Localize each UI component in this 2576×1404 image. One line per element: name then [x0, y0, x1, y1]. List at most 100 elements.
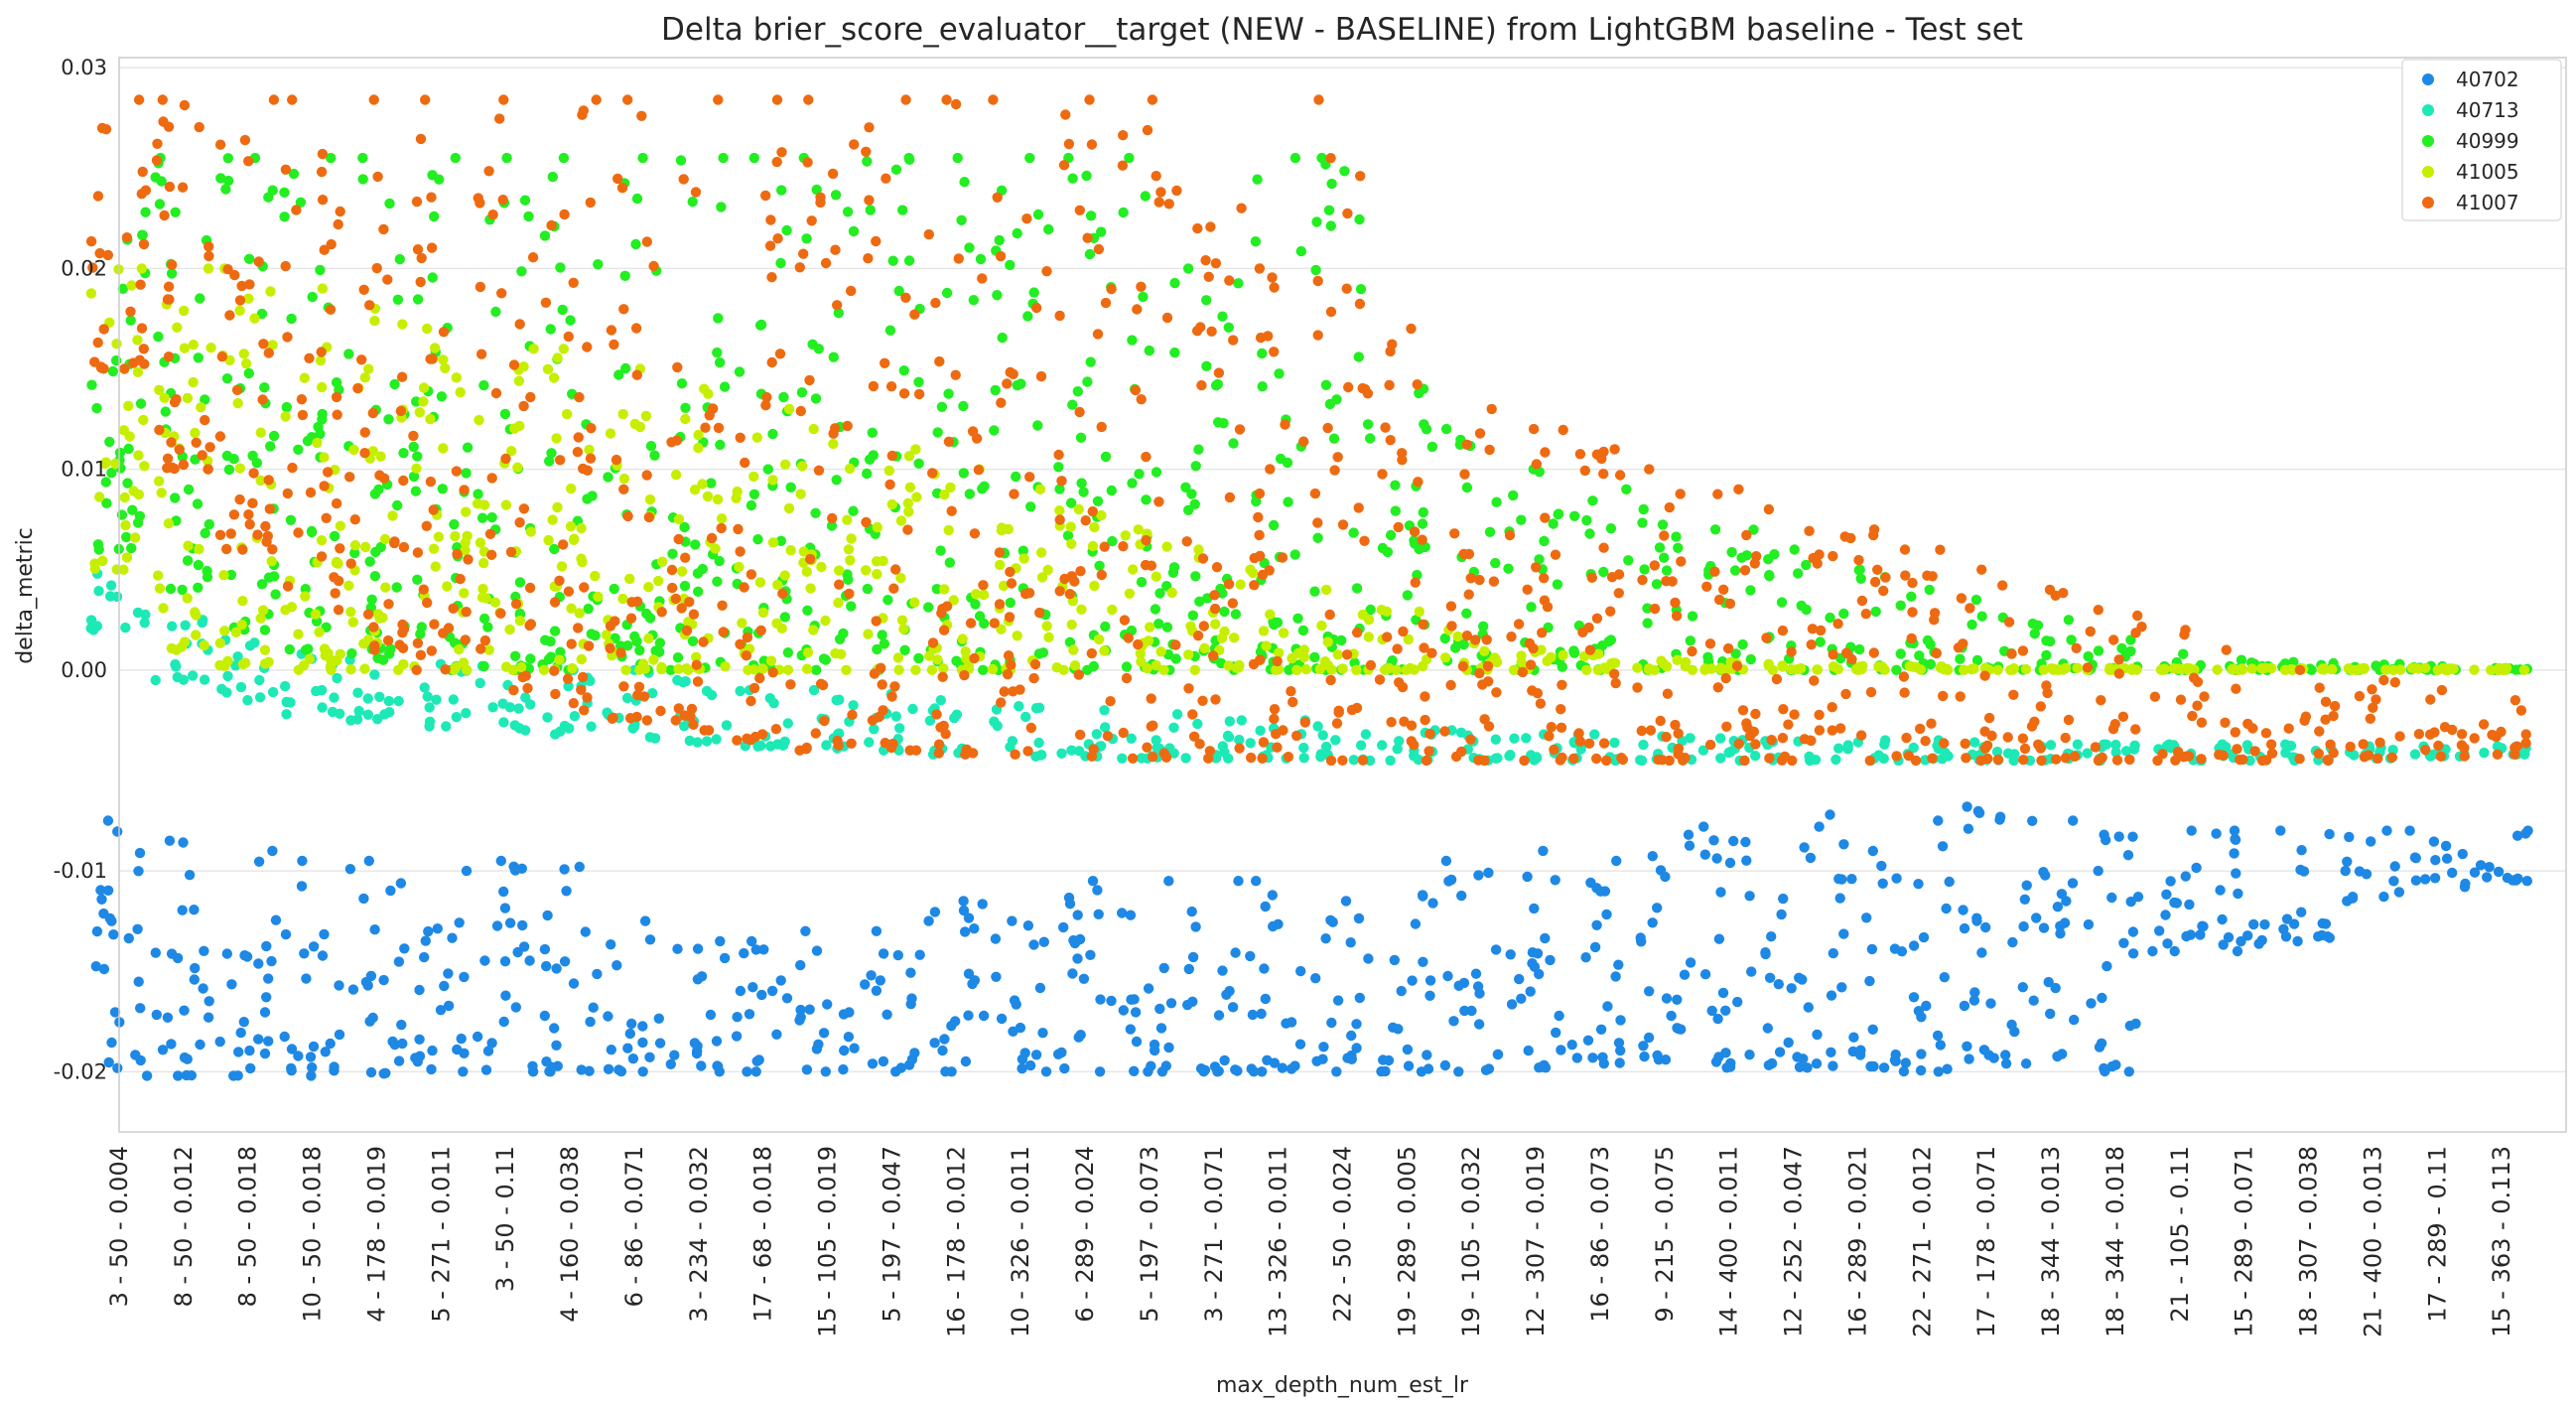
data-point [1815, 625, 1827, 636]
data-point [794, 262, 805, 273]
data-point [1269, 1057, 1281, 1068]
data-point [2045, 1008, 2056, 1020]
data-point [2387, 745, 2398, 756]
data-point [300, 584, 311, 595]
data-point [863, 629, 874, 639]
data-point [1170, 639, 1181, 650]
data-point [410, 486, 422, 496]
data-point [1586, 572, 1598, 583]
data-point [280, 164, 292, 175]
data-point [364, 556, 375, 567]
data-point [138, 414, 149, 426]
data-point [2178, 752, 2189, 763]
data-point [2019, 743, 2031, 755]
data-point [1100, 297, 1112, 309]
data-point [2469, 733, 2480, 744]
x-tick-labels: 3 - 50 - 0.004 8 - 50 - 0.012 8 - 50 - 0.0… [105, 1146, 2515, 1337]
data-point [317, 148, 329, 160]
data-point [2063, 615, 2075, 626]
data-point [774, 349, 786, 359]
data-point [509, 423, 520, 434]
data-point [126, 542, 137, 554]
data-point [1414, 387, 1424, 399]
data-point [2181, 930, 2192, 942]
data-point [1343, 381, 1354, 393]
data-point [1295, 965, 1306, 977]
data-point [412, 244, 424, 255]
data-point [1864, 975, 1875, 987]
data-point [546, 448, 557, 459]
data-point [2296, 907, 2307, 917]
data-point [315, 354, 327, 366]
data-point [1087, 505, 1099, 517]
data-point [363, 855, 374, 867]
data-point [1085, 211, 1097, 221]
x-tick-label: 15 - 105 - 0.019 [814, 1146, 842, 1337]
data-point [119, 363, 130, 374]
data-point [1095, 994, 1106, 1005]
data-point [1771, 673, 1783, 685]
data-point [333, 558, 343, 569]
data-point [744, 1009, 755, 1020]
data-point [1508, 490, 1519, 501]
data-point [573, 432, 584, 443]
x-axis-label: max_depth_num_est_lr [1216, 1373, 1469, 1398]
data-point [804, 1004, 815, 1015]
data-point [398, 658, 409, 670]
data-point [2122, 850, 2134, 861]
data-point [1127, 753, 1139, 764]
data-point [1020, 711, 1031, 723]
data-point [132, 923, 143, 934]
data-point [365, 1066, 377, 1078]
data-point [171, 661, 182, 672]
data-point [1295, 245, 1307, 257]
data-point [890, 164, 902, 175]
data-point [1169, 347, 1180, 358]
data-point [904, 154, 915, 165]
data-point [243, 293, 254, 304]
data-point [960, 1055, 972, 1067]
data-point [785, 679, 796, 690]
data-point [2365, 713, 2375, 724]
data-point [950, 369, 961, 380]
data-point [884, 325, 896, 336]
data-point [125, 306, 136, 317]
data-point [871, 556, 882, 567]
data-point [1439, 1059, 1451, 1071]
data-point [574, 861, 585, 873]
data-point [226, 979, 237, 990]
data-point [114, 447, 126, 459]
data-point [894, 723, 905, 734]
data-point [2260, 755, 2272, 766]
data-point [654, 637, 666, 648]
data-point [1463, 589, 1474, 600]
data-point [1247, 1009, 1259, 1021]
data-point [2028, 995, 2039, 1006]
y-tick-label: -0.01 [54, 859, 107, 883]
data-point [544, 1065, 555, 1077]
data-point [1685, 635, 1696, 646]
data-point [692, 943, 704, 954]
data-point [552, 352, 563, 363]
data-point [2032, 620, 2044, 631]
data-point [924, 715, 936, 726]
data-point [1709, 524, 1721, 535]
data-point [1711, 853, 1722, 864]
data-point [1094, 1066, 1106, 1077]
data-point [1213, 1065, 1224, 1077]
data-point [1286, 686, 1296, 697]
data-point [200, 414, 210, 426]
data-point [1652, 903, 1663, 913]
data-point [547, 514, 558, 525]
data-point [1450, 642, 1461, 653]
data-point [1107, 604, 1118, 616]
data-point [1417, 534, 1427, 545]
data-point [270, 914, 282, 925]
data-point [254, 674, 265, 686]
data-point [1144, 345, 1155, 356]
data-point [316, 347, 327, 357]
data-point [136, 263, 147, 274]
data-point [190, 427, 201, 439]
data-point [2159, 663, 2170, 674]
data-point [500, 661, 512, 672]
